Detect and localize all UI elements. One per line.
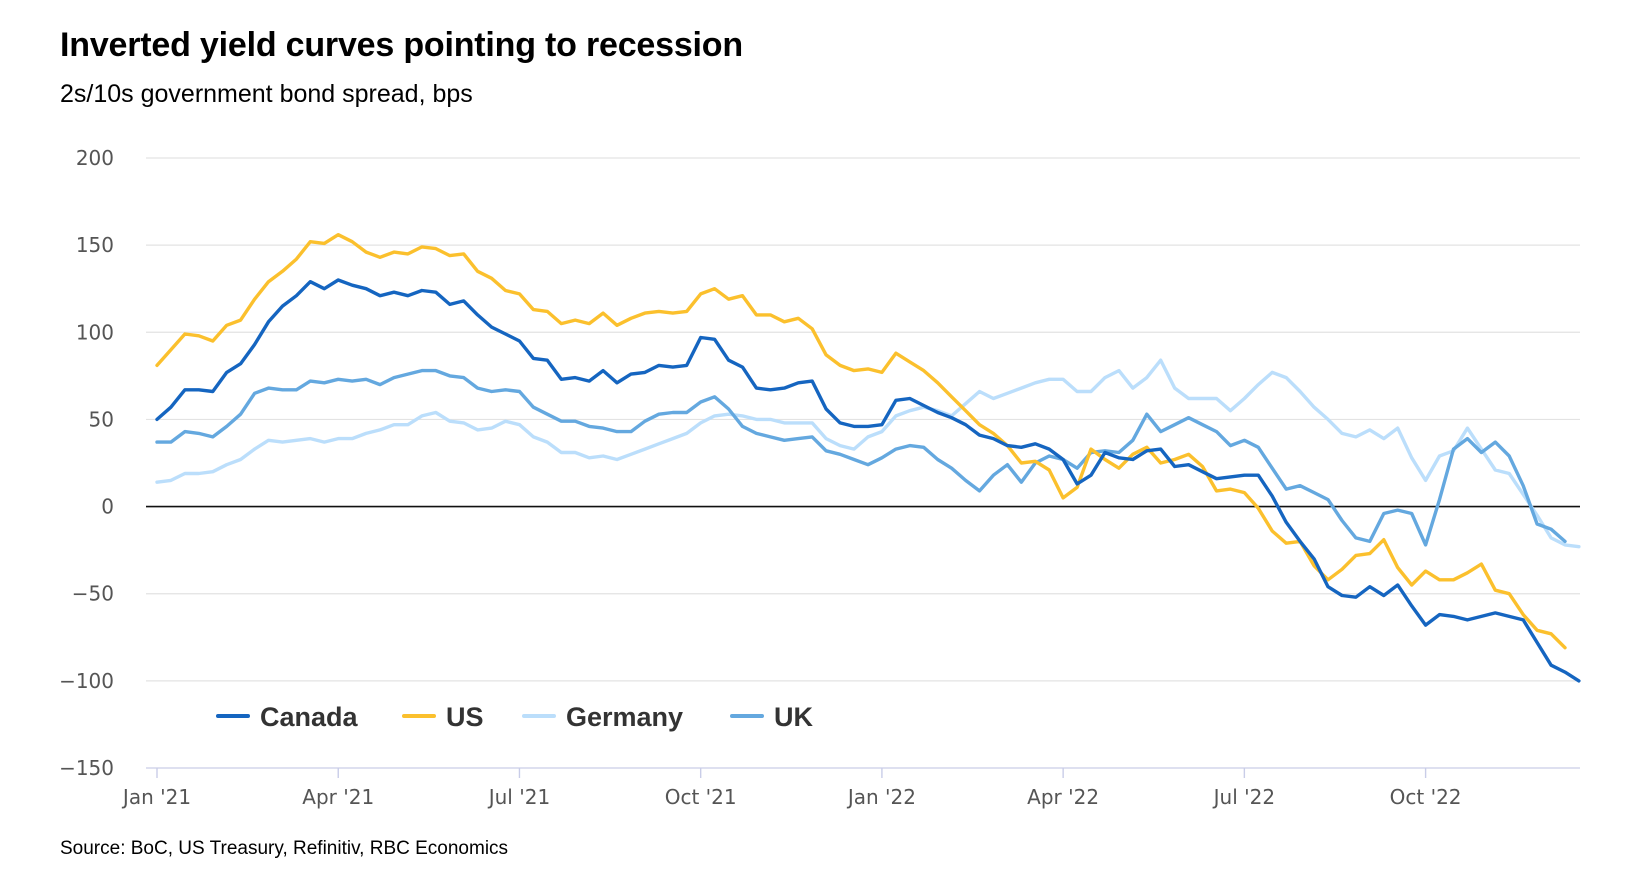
y-axis: −150 −100 −50 0 50 100 150 200 — [59, 146, 114, 780]
series-line-germany — [155, 358, 1581, 549]
series-lines — [155, 232, 1581, 683]
x-tick-label: Oct '22 — [1390, 785, 1462, 809]
x-tick-label: Apr '22 — [1027, 785, 1099, 809]
series-line-canada — [155, 278, 1581, 683]
legend-label: Germany — [566, 702, 683, 732]
y-tick-label: −150 — [59, 756, 114, 780]
series-line-us — [155, 232, 1567, 650]
x-tick-label: Jan '21 — [121, 785, 191, 809]
y-tick-label: 200 — [76, 146, 114, 170]
chart-subtitle: 2s/10s government bond spread, bps — [60, 80, 473, 108]
y-tick-label: 0 — [101, 495, 114, 519]
x-tick-label: Apr '21 — [302, 785, 374, 809]
legend-label: Canada — [260, 702, 359, 732]
y-tick-label: 100 — [76, 320, 114, 344]
legend-item-uk: UK — [730, 702, 813, 732]
legend-item-germany: Germany — [522, 702, 683, 732]
legend-label: UK — [774, 702, 813, 732]
y-tick-label: 50 — [89, 407, 114, 431]
source-note: Source: BoC, US Treasury, Refinitiv, RBC… — [60, 838, 509, 859]
y-tick-label: −50 — [72, 582, 114, 606]
x-tick-label: Jan '22 — [846, 785, 916, 809]
legend-label: US — [446, 702, 484, 732]
chart-title: Inverted yield curves pointing to recess… — [60, 26, 743, 64]
x-tick-label: Jul '21 — [487, 785, 550, 809]
x-tick-label: Jul '22 — [1212, 785, 1275, 809]
x-tick-label: Oct '21 — [665, 785, 737, 809]
legend-item-canada: Canada — [216, 702, 359, 732]
legend-item-us: US — [402, 702, 484, 732]
grid-lines — [146, 157, 1580, 769]
y-tick-label: 150 — [76, 233, 114, 257]
legend: Canada US Germany UK — [216, 702, 813, 732]
x-axis: Jan '21 Apr '21 Jul '21 Oct '21 Jan '22 Apr '… — [121, 768, 1462, 809]
y-tick-label: −100 — [59, 669, 114, 693]
series-line-uk — [155, 368, 1567, 547]
